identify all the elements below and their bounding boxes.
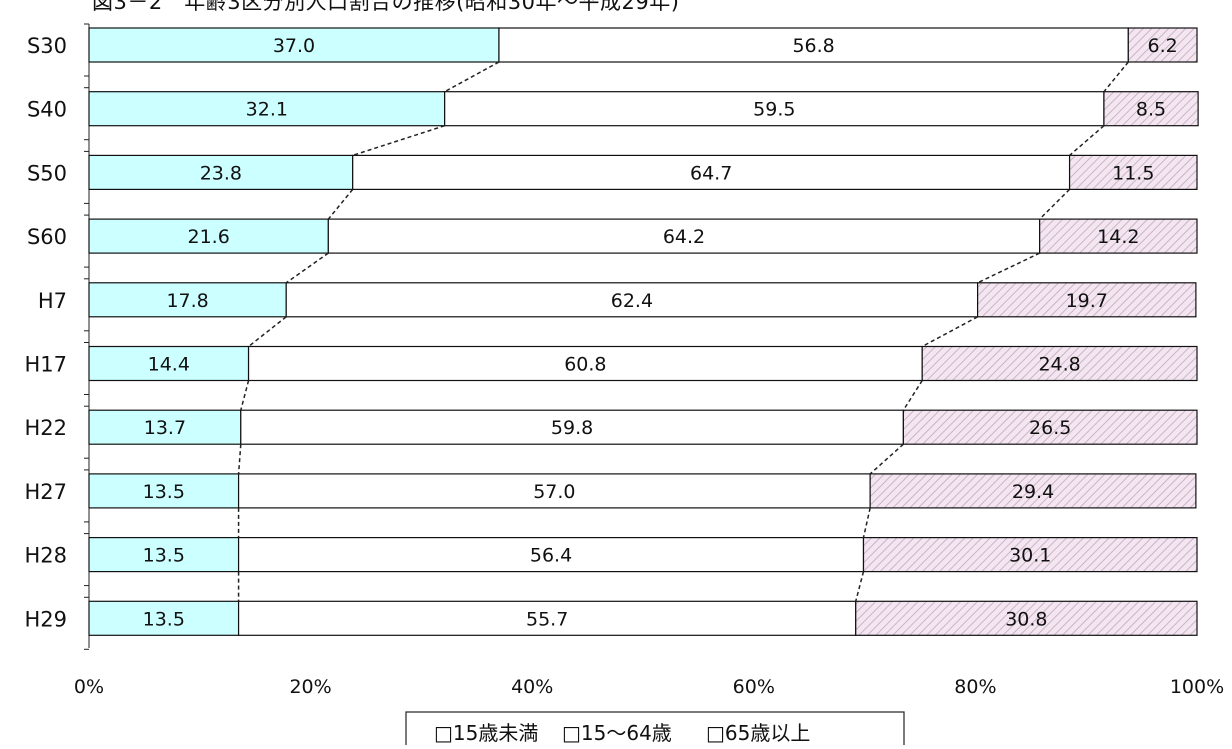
x-tick-label: 0% (74, 676, 104, 698)
data-label: 21.6 (188, 226, 230, 248)
bar-segment-1 (88, 27, 500, 63)
bar-segment-2 (237, 600, 857, 636)
x-tick-label: 20% (289, 676, 331, 698)
series-line (352, 124, 445, 157)
series-line (855, 571, 865, 602)
data-label: 30.1 (1009, 545, 1051, 567)
bar-segment-3 (862, 536, 1198, 573)
category-label: S40 (27, 98, 67, 122)
series-line (1039, 188, 1071, 220)
data-label: 24.8 (1038, 354, 1080, 376)
bar-segment-3 (1039, 218, 1198, 254)
x-tick-label: 40% (511, 676, 553, 698)
bar-segment-3 (977, 282, 1197, 318)
data-label: 30.8 (1005, 608, 1047, 630)
series-line (862, 507, 871, 538)
legend-box (405, 711, 905, 749)
legend-item: □15歳未満 (434, 721, 538, 745)
legend-item: □65歳以上 (706, 721, 810, 745)
data-label: 59.8 (551, 417, 593, 439)
bar-segment-3 (1103, 91, 1199, 127)
bar-segment-1 (88, 345, 250, 382)
data-label: 29.4 (1012, 481, 1054, 503)
category-label: H17 (24, 353, 67, 377)
bar-segment-2 (237, 473, 871, 509)
bar-segment-3 (1068, 154, 1198, 190)
series-line (237, 444, 242, 474)
data-label: 37.0 (273, 35, 315, 57)
data-label: 13.5 (143, 545, 185, 567)
category-label: H28 (24, 544, 67, 568)
category-label: H7 (38, 289, 67, 313)
category-label: S60 (27, 225, 67, 249)
data-label: 19.7 (1066, 290, 1108, 312)
data-label: 11.5 (1112, 162, 1154, 184)
data-label: 23.8 (200, 162, 242, 184)
data-label: 32.1 (246, 99, 288, 121)
data-label: 57.0 (533, 481, 575, 503)
bar-segment-1 (88, 536, 240, 573)
plot-area: S30 37.0 56.8 6.2 S40 32.1 59.5 8.5 S50 23.8 64.7 1… (24, 23, 1224, 698)
data-label: 8.5 (1136, 99, 1166, 121)
bar-segment-1 (88, 600, 240, 636)
x-tick-label: 80% (954, 676, 996, 698)
category-label: H27 (24, 480, 67, 504)
bar-segment-3 (855, 600, 1198, 636)
category-label: S30 (27, 34, 67, 58)
category-label: H29 (24, 607, 67, 631)
series-line (977, 252, 1040, 284)
series-line (327, 188, 354, 220)
data-label: 26.5 (1029, 417, 1071, 439)
bar-segment-3 (921, 345, 1198, 382)
data-label: 62.4 (611, 290, 653, 312)
data-label: 13.5 (143, 608, 185, 630)
bar-segment-3 (902, 409, 1198, 445)
bar-segment-1 (88, 154, 354, 190)
legend-item: □15～64歳 (562, 721, 672, 745)
category-label: S50 (27, 161, 67, 185)
data-label: 13.7 (144, 417, 186, 439)
page-title: 図3－2 年齢3区分別人口割合の推移(昭和30年～平成29年) (92, 0, 680, 14)
bar-segment-3 (869, 473, 1197, 509)
data-label: 13.5 (143, 481, 185, 503)
series-line (444, 61, 500, 93)
series-line (1103, 61, 1129, 93)
x-tick-label: 60% (733, 676, 775, 698)
data-label: 14.2 (1097, 226, 1139, 248)
series-line (248, 316, 287, 348)
data-label: 64.2 (663, 226, 705, 248)
data-label: 14.4 (148, 354, 190, 376)
category-label: H22 (24, 416, 67, 440)
series-line (921, 316, 978, 348)
series-line (285, 252, 329, 284)
series-line (1069, 125, 1105, 156)
data-label: 64.7 (690, 162, 732, 184)
bar-segment-2 (444, 91, 1105, 127)
bar-segment-1 (88, 473, 240, 509)
data-label: 60.8 (564, 354, 606, 376)
data-label: 59.5 (753, 99, 795, 121)
bar-segment-1 (88, 218, 329, 254)
data-label: 55.7 (526, 608, 568, 630)
data-label: 17.8 (166, 290, 208, 312)
series-line (869, 443, 904, 475)
series-line (902, 380, 923, 411)
x-tick-label: 100% (1170, 676, 1224, 698)
legend: □15歳未満 □15～64歳 □65歳以上 (405, 711, 905, 749)
bar-segment-3 (1127, 27, 1198, 63)
bar-segment-2 (240, 409, 904, 445)
data-label: 56.4 (530, 545, 572, 567)
bar-segment-2 (352, 154, 1071, 190)
data-label: 6.2 (1148, 35, 1178, 57)
data-label: 56.8 (792, 35, 834, 57)
series-line (240, 380, 250, 411)
